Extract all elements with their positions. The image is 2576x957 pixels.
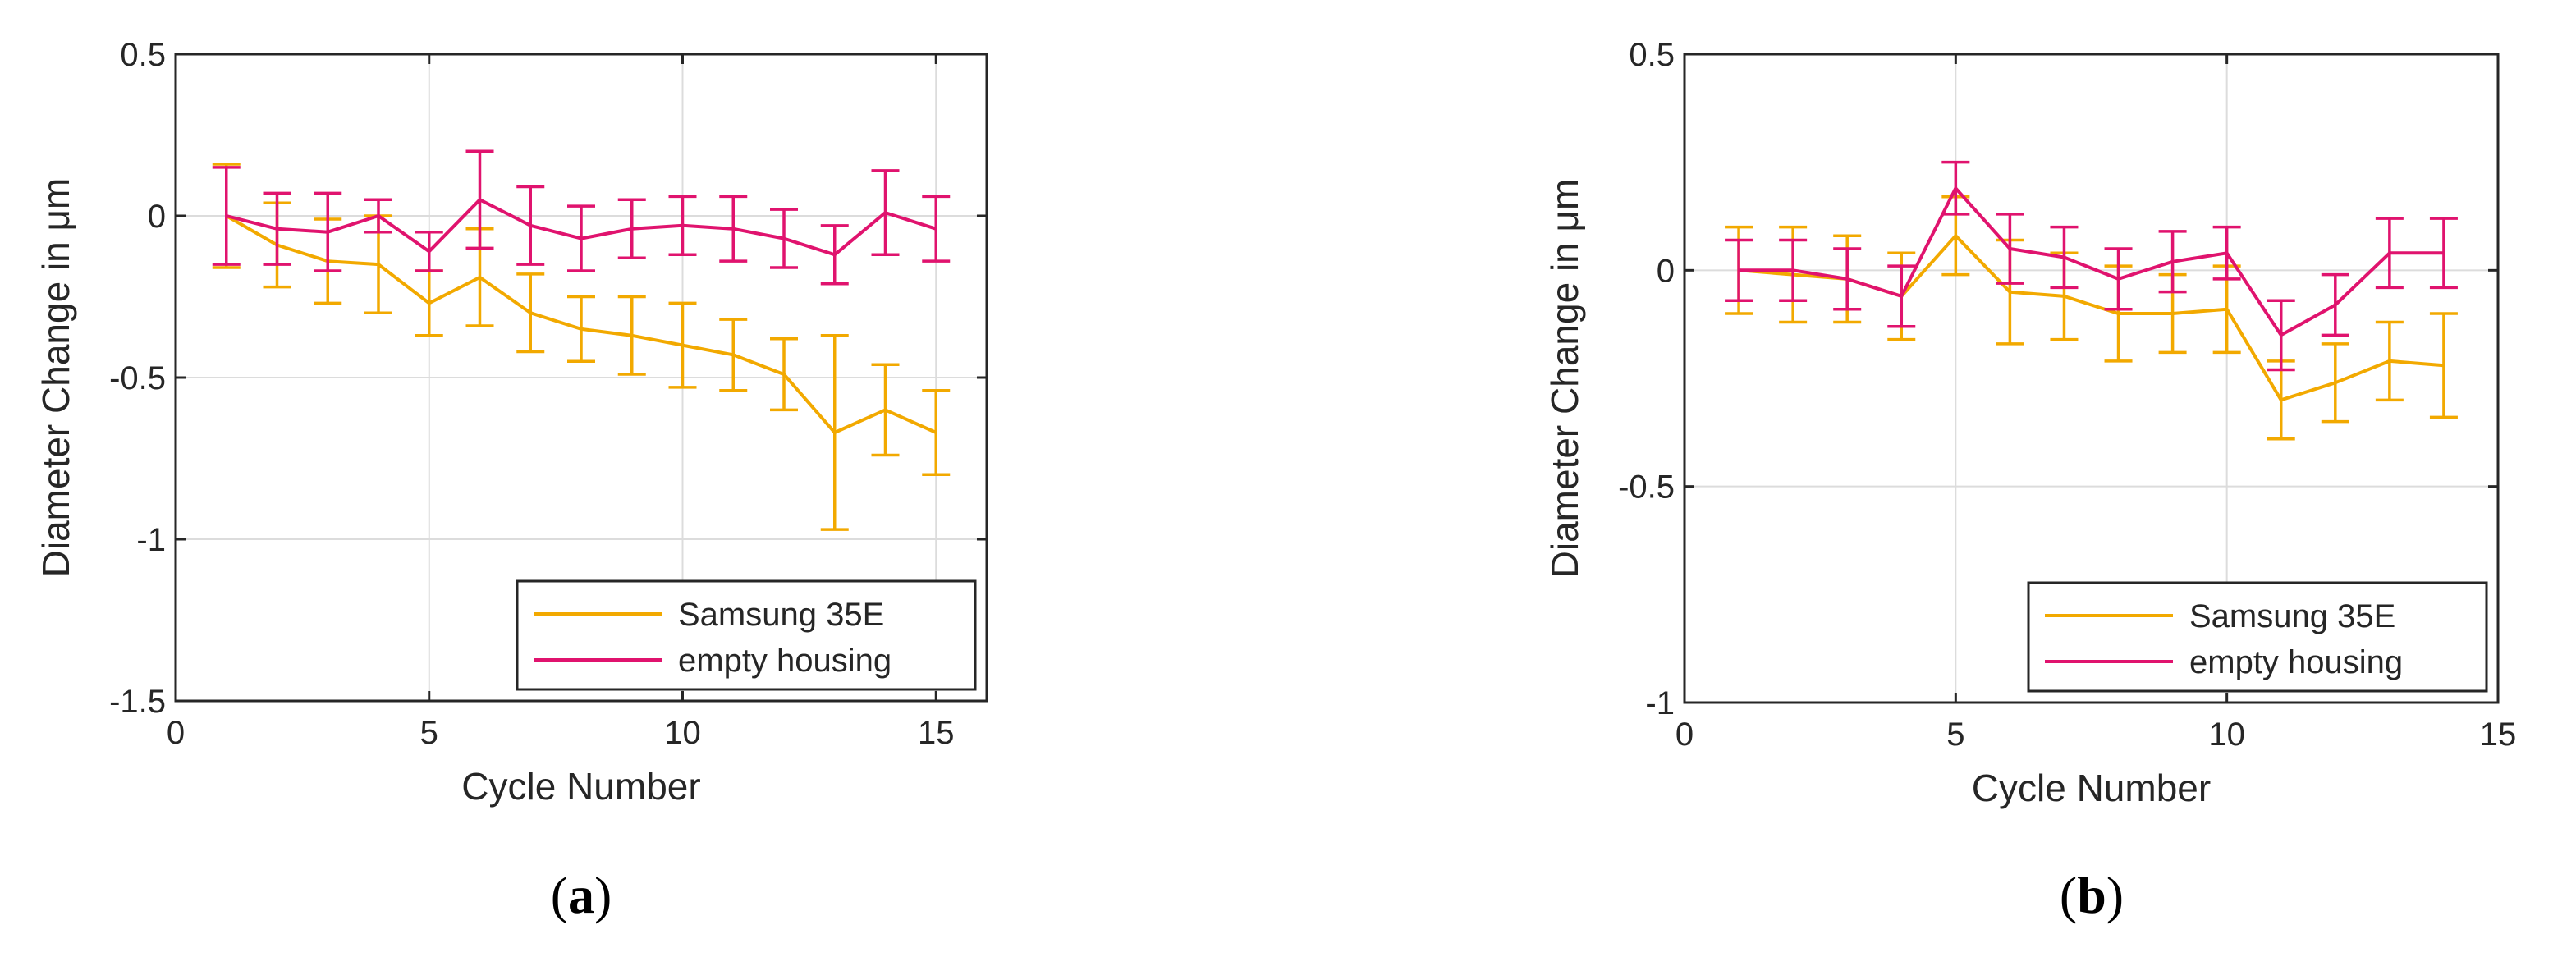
legend-label-empty: empty housing xyxy=(678,643,892,679)
legend-label-empty: empty housing xyxy=(2189,644,2403,680)
x-tick-label: 5 xyxy=(420,715,438,751)
y-tick-label: 0 xyxy=(1657,253,1675,289)
chart-panel-a: 0 5 10 15 0.5 0 -0.5 -1 -1.5 Cycle Number Diameter… xyxy=(34,37,988,924)
x-tick-label: 0 xyxy=(167,715,185,751)
y-axis-label: Diameter Change in μm xyxy=(1543,179,1586,579)
y-tick-label: -1.5 xyxy=(109,684,166,720)
x-tick-label: 15 xyxy=(918,715,955,751)
series-line xyxy=(225,214,937,434)
y-tick-label: 0.5 xyxy=(1629,37,1675,73)
y-axis-label: Diameter Change in μm xyxy=(34,178,77,578)
chart-panel-b: 0 5 10 15 0.5 0 -0.5 -1 Cycle Number Diameter Cha… xyxy=(1543,37,2516,924)
x-tick-label: 10 xyxy=(2208,717,2245,753)
series-empty xyxy=(212,149,951,286)
x-axis-label: Cycle Number xyxy=(1972,767,2211,809)
y-tick-label: -0.5 xyxy=(1618,469,1675,506)
legend: Samsung 35E empty housing xyxy=(2027,581,2488,693)
legend-box xyxy=(516,579,977,691)
y-tick-label: 0.5 xyxy=(120,37,166,73)
series-line xyxy=(1739,186,2444,337)
legend: Samsung 35E empty housing xyxy=(516,579,977,691)
x-tick-label: 15 xyxy=(2480,717,2517,753)
y-tick-label: 0 xyxy=(148,199,166,235)
panel-label: (a) xyxy=(551,866,612,924)
x-tick-label: 10 xyxy=(664,715,701,751)
x-tick-label: 0 xyxy=(1675,717,1694,753)
series-line xyxy=(226,198,937,257)
legend-box xyxy=(2027,581,2488,693)
x-axis-label: Cycle Number xyxy=(461,765,700,808)
x-tick-label: 5 xyxy=(1946,717,1964,753)
legend-label-samsung: Samsung 35E xyxy=(678,597,884,633)
y-tick-label: -0.5 xyxy=(109,360,166,396)
y-tick-label: -1 xyxy=(1645,685,1675,721)
legend-label-samsung: Samsung 35E xyxy=(2189,598,2395,634)
y-tick-label: -1 xyxy=(136,522,166,558)
panel-label: (b) xyxy=(2060,866,2124,924)
axes-box xyxy=(1683,53,2500,704)
series-empty xyxy=(1725,160,2458,372)
